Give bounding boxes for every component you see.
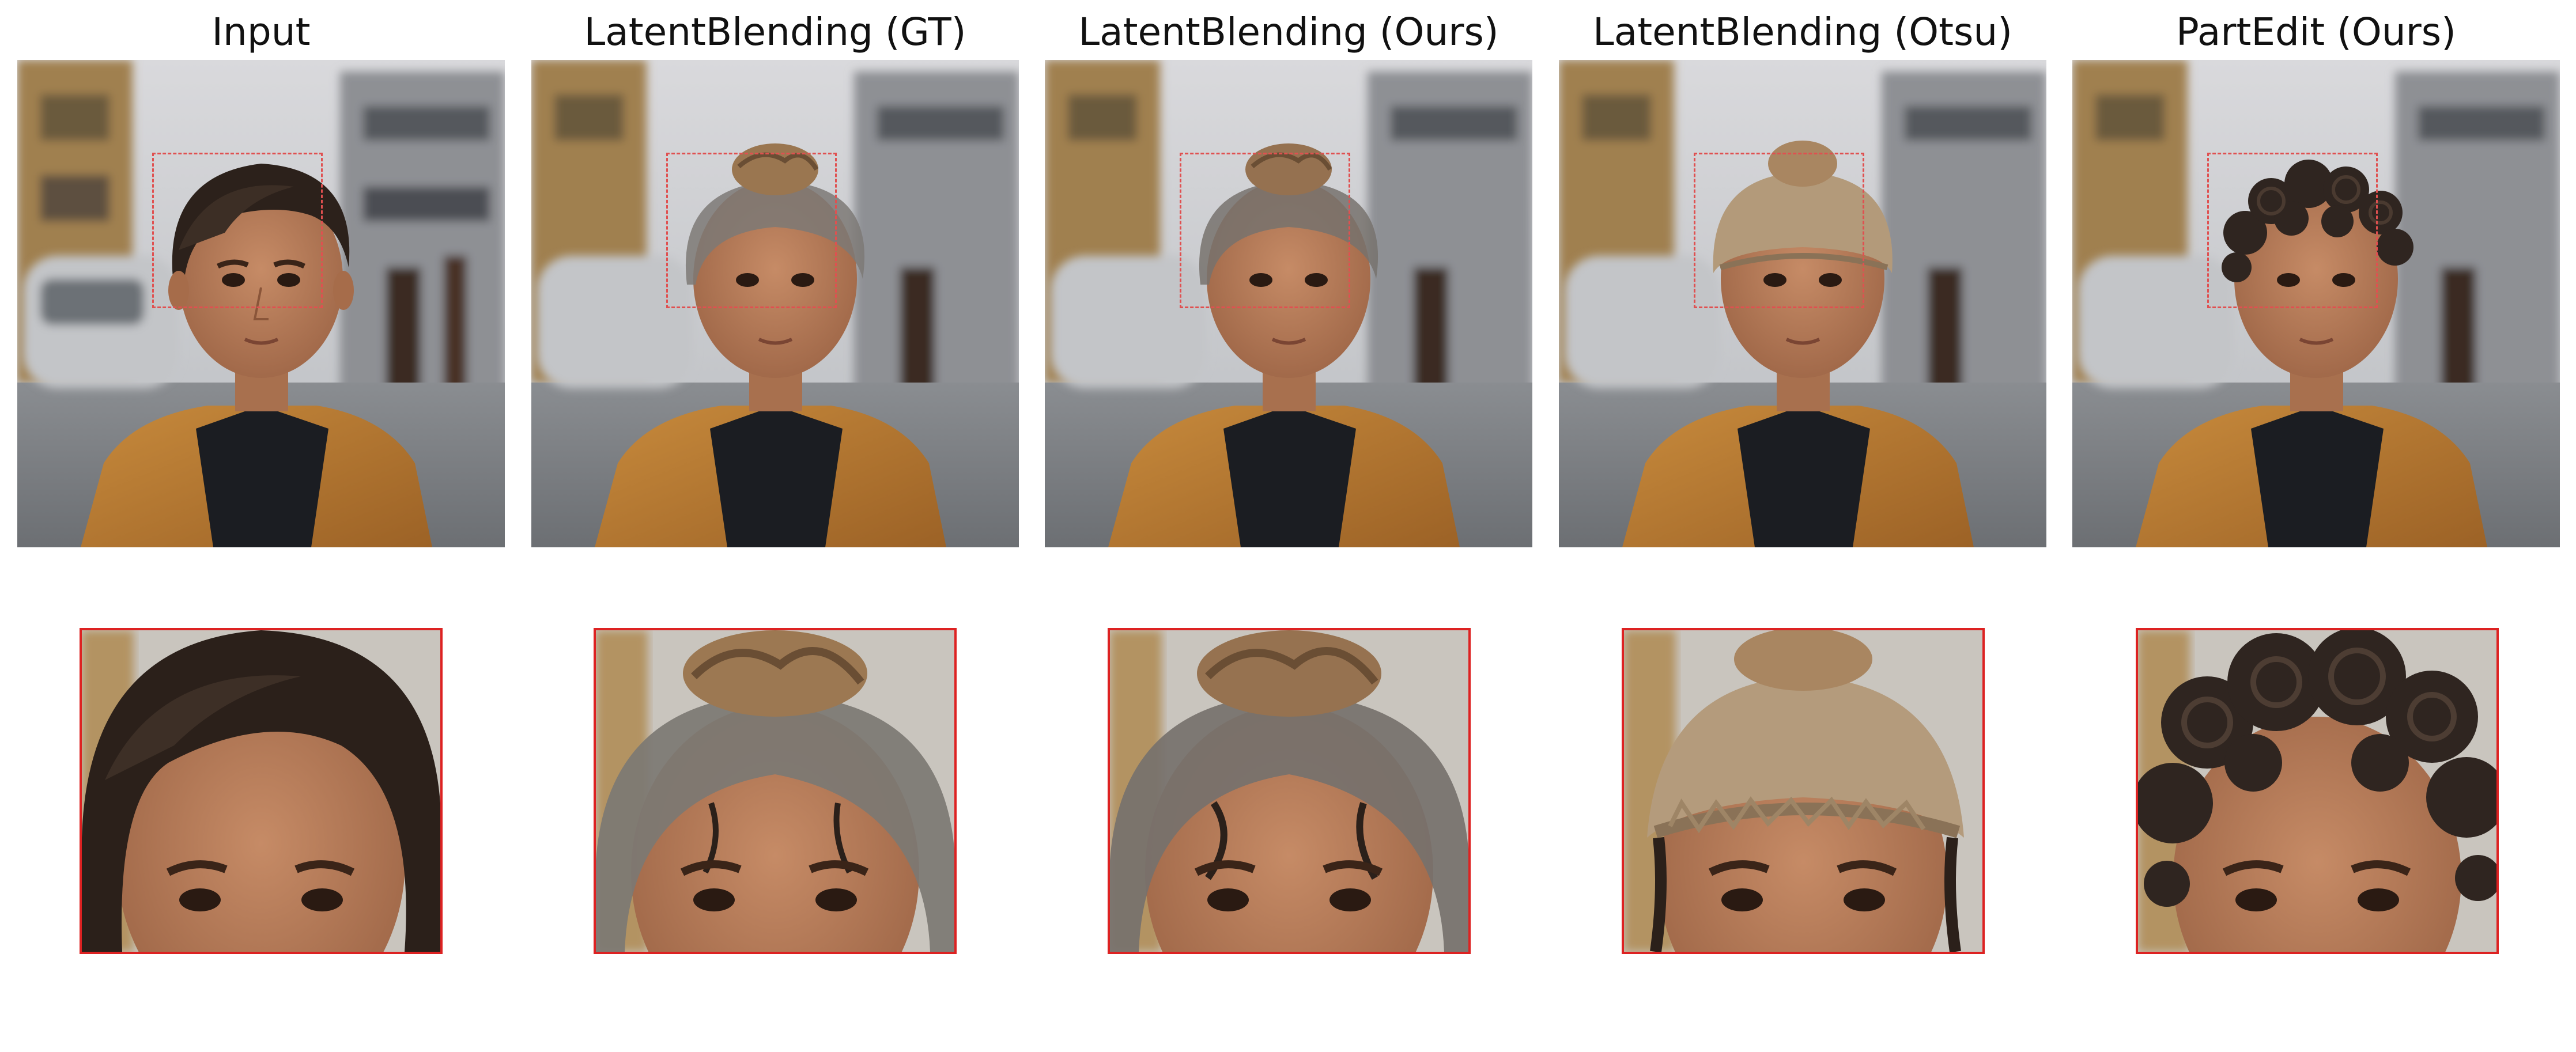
input-crop bbox=[80, 628, 443, 954]
selection-box bbox=[2207, 153, 2378, 308]
selection-box bbox=[1180, 153, 1350, 308]
panel-title-latentblending-ours: LatentBlending (Ours) bbox=[1078, 10, 1499, 54]
panel-title-input: Input bbox=[211, 10, 311, 54]
latentblending-gt-crop bbox=[594, 628, 957, 954]
selection-box bbox=[666, 153, 837, 308]
latentblending-otsu-crop bbox=[1622, 628, 1985, 954]
latentblending-otsu-photo bbox=[1559, 60, 2046, 547]
selection-box bbox=[152, 153, 323, 308]
panel-title-partedit-ours: PartEdit (Ours) bbox=[2176, 10, 2456, 54]
input-photo bbox=[17, 60, 505, 547]
latentblending-gt-photo bbox=[531, 60, 1019, 547]
panel-title-latentblending-otsu: LatentBlending (Otsu) bbox=[1593, 10, 2012, 54]
latentblending-ours-photo bbox=[1045, 60, 1532, 547]
partedit-ours-crop bbox=[2136, 628, 2499, 954]
selection-box bbox=[1694, 153, 1864, 308]
panel-title-latentblending-gt: LatentBlending (GT) bbox=[584, 10, 966, 54]
latentblending-ours-crop bbox=[1108, 628, 1471, 954]
partedit-ours-photo bbox=[2072, 60, 2560, 547]
